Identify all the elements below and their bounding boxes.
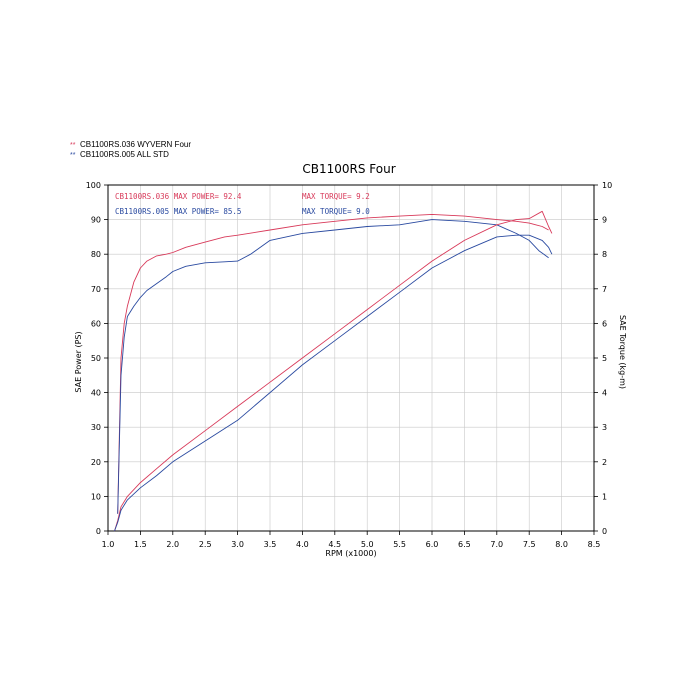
y2-axis-label: SAE Torque (kg-m) xyxy=(618,315,627,389)
series-line-wyvern-torque xyxy=(117,213,549,514)
legend-item-wyvern: ** CB1100RS.036 WYVERN Four xyxy=(70,140,191,150)
y2-tick-label: 9 xyxy=(602,216,607,225)
x-tick-label: 3.0 xyxy=(231,540,244,549)
legend-label-std: CB1100RS.005 ALL STD xyxy=(80,150,169,159)
y-tick-label: 70 xyxy=(91,285,101,294)
x-tick-label: 7.0 xyxy=(490,540,503,549)
x-tick-label: 6.5 xyxy=(458,540,471,549)
grid xyxy=(107,184,595,532)
annotation-blue-torque: MAX TORQUE= 9.0 xyxy=(302,207,370,216)
annotation-red-torque: MAX TORQUE= 9.2 xyxy=(302,192,370,201)
y-tick-label: 40 xyxy=(91,389,101,398)
x-tick-label: 3.5 xyxy=(264,540,277,549)
x-tick-label: 4.0 xyxy=(296,540,309,549)
legend-item-std: ** CB1100RS.005 ALL STD xyxy=(70,150,191,160)
y2-tick-label: 1 xyxy=(602,492,607,501)
legend-marker-wyvern: ** xyxy=(70,142,76,149)
x-tick-label: 5.0 xyxy=(361,540,374,549)
series-line-std-power xyxy=(114,234,553,532)
y2-tick-label: 0 xyxy=(602,527,607,536)
legend-label-wyvern: CB1100RS.036 WYVERN Four xyxy=(80,140,192,149)
y2-tick-label: 3 xyxy=(602,423,607,432)
x-tick-label: 1.0 xyxy=(102,540,115,549)
y-tick-label: 0 xyxy=(96,527,101,536)
x-tick-label: 4.5 xyxy=(328,540,341,549)
x-tick-label: 2.5 xyxy=(199,540,212,549)
y-tick-label: 50 xyxy=(91,354,101,363)
x-tick-label: 7.5 xyxy=(523,540,536,549)
series-line-wyvern-power xyxy=(114,210,553,532)
y-tick-label: 60 xyxy=(91,319,101,328)
y2-tick-label: 6 xyxy=(602,319,607,328)
annotation-blue-power: CB1100RS.005 MAX POWER= 85.5 xyxy=(115,207,241,216)
x-tick-label: 8.5 xyxy=(588,540,601,549)
x-tick-label: 6.0 xyxy=(426,540,439,549)
y-axis-label: SAE Power (PS) xyxy=(74,331,83,392)
y2-tick-label: 4 xyxy=(602,389,607,398)
y-tick-label: 90 xyxy=(91,216,101,225)
y-tick-label: 20 xyxy=(91,458,101,467)
x-tick-label: 1.5 xyxy=(134,540,147,549)
y-ticks: 0 10 20 30 40 50 60 70 80 90 100 xyxy=(86,181,108,536)
x-tick-label: 2.0 xyxy=(166,540,179,549)
y2-tick-label: 8 xyxy=(602,250,607,259)
annotation-red-power: CB1100RS.036 MAX POWER= 92.4 xyxy=(115,192,242,201)
y2-tick-label: 10 xyxy=(602,181,612,190)
x-tick-label: 8.0 xyxy=(555,540,568,549)
y-tick-label: 100 xyxy=(86,181,101,190)
y2-tick-label: 7 xyxy=(602,285,607,294)
x-tick-label: 5.5 xyxy=(393,540,406,549)
y-tick-label: 30 xyxy=(91,423,101,432)
y2-tick-label: 2 xyxy=(602,458,607,467)
legend: ** CB1100RS.036 WYVERN Four ** CB1100RS.00… xyxy=(70,140,191,160)
y2-ticks: 0 1 2 3 4 5 6 7 8 9 10 xyxy=(594,181,612,536)
legend-marker-std: ** xyxy=(70,152,76,159)
chart-title: CB1100RS Four xyxy=(302,162,395,176)
curves xyxy=(114,210,553,532)
x-axis-label: RPM (x1000) xyxy=(325,549,376,558)
y2-tick-label: 5 xyxy=(602,354,607,363)
y-tick-label: 80 xyxy=(91,250,101,259)
y-tick-label: 10 xyxy=(91,492,101,501)
series-line-std-torque xyxy=(117,219,549,514)
x-ticks: 1.0 1.5 2.0 2.5 3.0 3.5 4.0 4.5 5.0 5.5 6.0 6.5 7.0 7… xyxy=(102,531,601,549)
